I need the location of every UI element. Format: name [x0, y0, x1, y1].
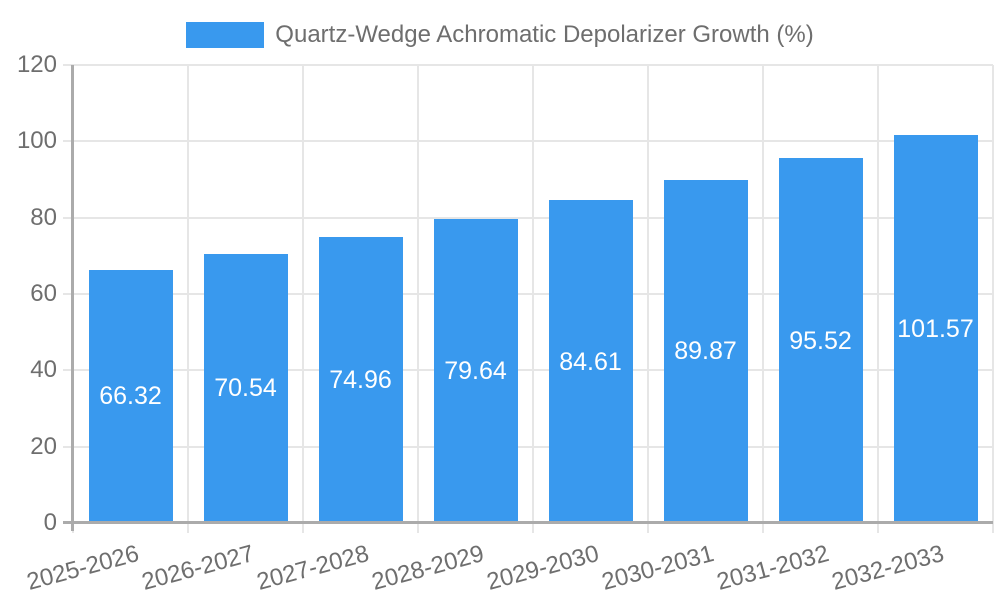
gridline-horizontal: [63, 140, 993, 143]
bar[interactable]: [663, 179, 748, 523]
x-axis-tick-label-text: 2032-2033: [828, 540, 947, 596]
y-axis-tick-label: 60: [30, 280, 57, 307]
legend-label: Quartz-Wedge Achromatic Depolarizer Grow…: [275, 21, 814, 48]
bar[interactable]: [893, 135, 978, 523]
gridline-horizontal: [63, 216, 993, 219]
gridline-horizontal: [63, 293, 993, 295]
gridline-vertical: [532, 65, 534, 533]
bar[interactable]: [203, 253, 288, 523]
gridline-vertical: [187, 65, 189, 533]
gridline-vertical: [992, 65, 994, 533]
chart-legend[interactable]: Quartz-Wedge Achromatic Depolarizer Grow…: [0, 22, 1000, 48]
gridline-vertical: [302, 65, 304, 533]
y-axis-tick-label: 120: [16, 51, 57, 78]
y-axis-line: [71, 65, 74, 531]
bar-value-label: 74.96: [329, 365, 392, 394]
y-axis-tick-label: 40: [30, 356, 57, 384]
x-axis-tick-label: 2032-2033: [640, 540, 947, 596]
bar[interactable]: [548, 200, 633, 523]
y-axis-tick-label: 80: [30, 203, 57, 231]
x-axis-line: [63, 521, 993, 524]
legend-swatch: [186, 22, 265, 48]
bar-value-label: 79.64: [444, 357, 507, 386]
y-axis-tick-label: 100: [16, 127, 57, 155]
bar-value-label: 89.87: [674, 337, 737, 366]
bar[interactable]: [318, 236, 403, 523]
bar-value-label: 66.32: [99, 382, 162, 411]
bar[interactable]: [778, 158, 863, 523]
gridline-vertical: [417, 65, 419, 533]
bar[interactable]: [433, 219, 518, 523]
gridline-vertical: [647, 65, 649, 533]
bar-value-label: 84.61: [559, 347, 622, 376]
y-axis-tick-label: 0: [43, 509, 57, 536]
bar[interactable]: [88, 269, 173, 523]
gridline-vertical: [762, 65, 764, 533]
y-axis-tick-label: 20: [30, 432, 57, 460]
gridline-horizontal: [63, 445, 993, 448]
bar-value-label: 95.52: [789, 326, 852, 355]
gridline-horizontal: [63, 64, 993, 66]
bar-value-label: 101.57: [897, 315, 974, 344]
gridline-horizontal: [63, 369, 993, 372]
gridline-vertical: [877, 65, 879, 533]
bar-value-label: 70.54: [214, 374, 277, 403]
